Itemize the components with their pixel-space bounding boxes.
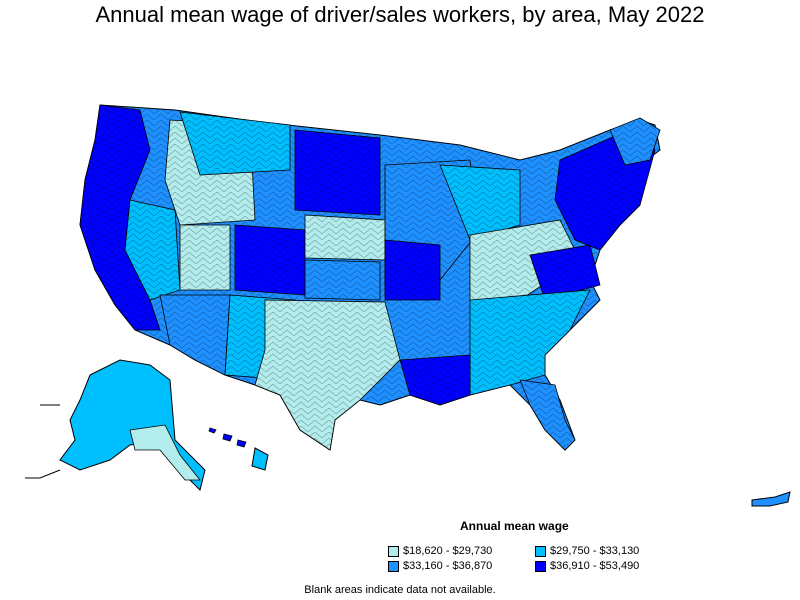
legend-item: $29,750 - $33,130 bbox=[535, 545, 639, 557]
legend-swatch bbox=[388, 560, 399, 572]
legend-label: $36,910 - $53,490 bbox=[550, 560, 640, 572]
legend-label: $18,620 - $29,730 bbox=[403, 545, 493, 557]
legend-item: $36,910 - $53,490 bbox=[535, 560, 639, 572]
region-alaska-south bbox=[129, 424, 201, 481]
legend-swatch bbox=[388, 545, 399, 557]
legend-title: Annual mean wage bbox=[460, 519, 569, 533]
footnote: Blank areas indicate data not available. bbox=[304, 584, 496, 596]
legend-item: $18,620 - $29,730 bbox=[388, 545, 492, 557]
legend-label: $33,160 - $36,870 bbox=[403, 560, 493, 572]
legend-item: $33,160 - $36,870 bbox=[388, 560, 492, 572]
legend-label: $29,750 - $33,130 bbox=[550, 545, 640, 557]
legend-swatch bbox=[535, 545, 546, 557]
region-puerto-rico bbox=[751, 491, 791, 507]
legend-swatch bbox=[535, 560, 546, 572]
region-hawaii bbox=[251, 447, 269, 471]
map-title: Annual mean wage of driver/sales workers… bbox=[95, 2, 705, 27]
